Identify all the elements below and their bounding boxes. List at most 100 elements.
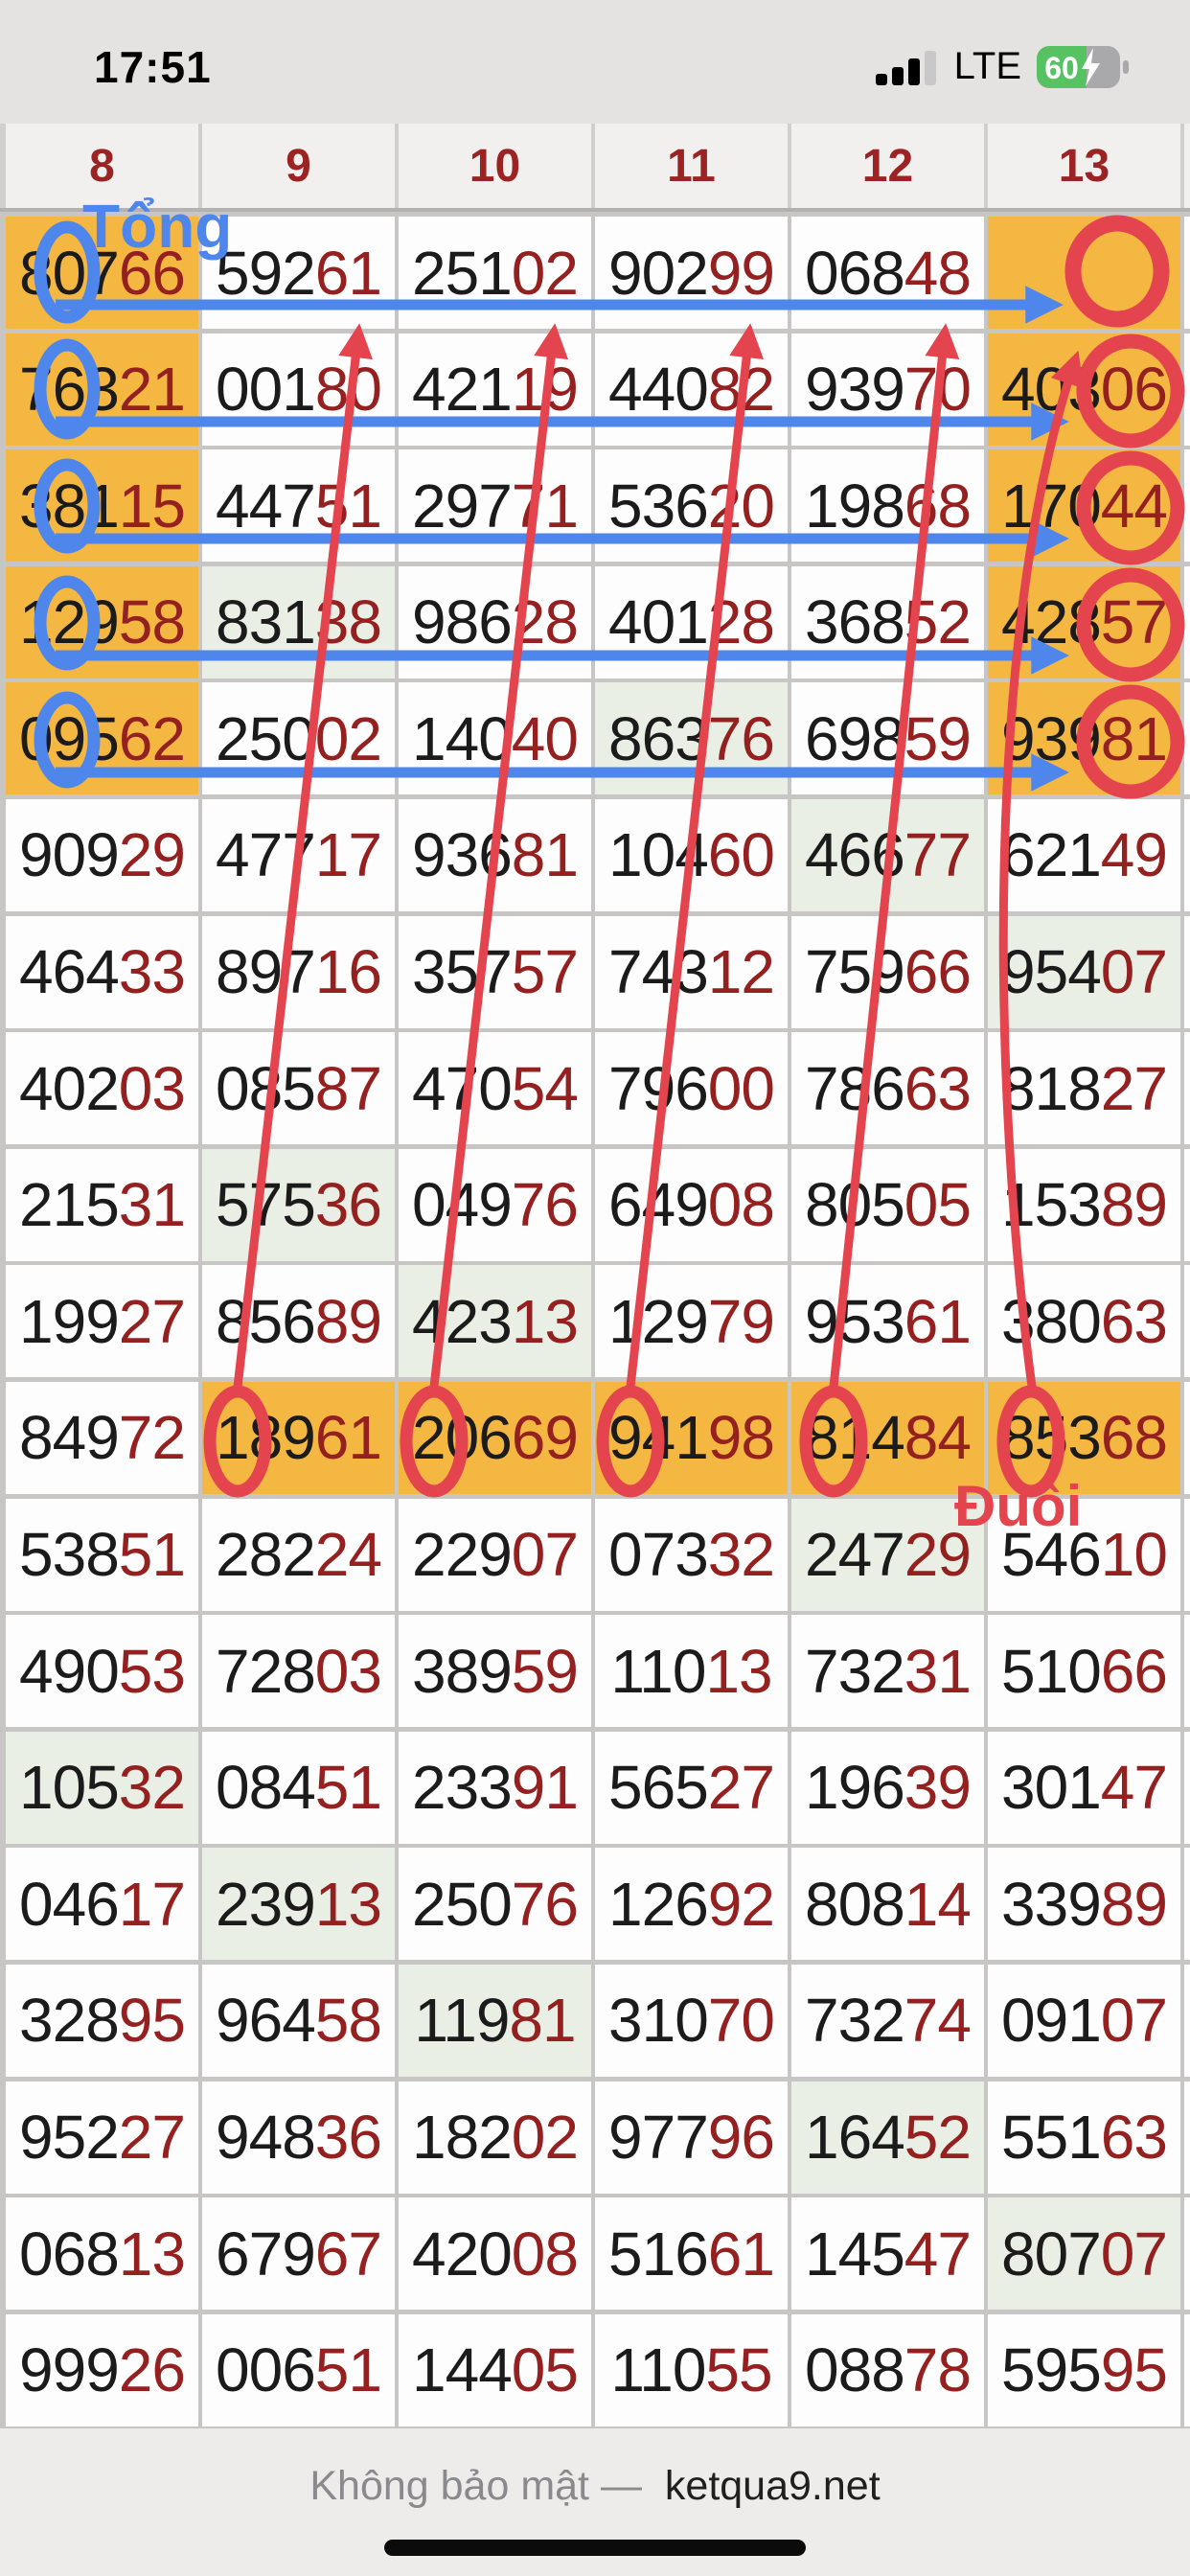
- result-cell-r6-c13: 621 49: [988, 798, 1180, 911]
- result-cell-r10-c8: 199 27: [6, 1265, 198, 1378]
- result-cell-r4-c12: 368 52: [791, 565, 984, 678]
- result-cell-r14-c13: 301 47: [988, 1731, 1180, 1844]
- row-sliver: [1184, 915, 1190, 1028]
- result-cell-r7-c12: 759 66: [791, 915, 984, 1028]
- result-cell-r13-c13: 510 66: [988, 1615, 1180, 1728]
- result-cell-r19-c13: 595 95: [988, 2313, 1180, 2426]
- result-cell-r14-c11: 565 27: [595, 1731, 788, 1844]
- result-cell-r2-c8: 763 21: [6, 333, 198, 446]
- row-sliver: [1184, 2197, 1190, 2311]
- row-sliver: [1184, 798, 1190, 911]
- result-cell-r5-c11: 863 76: [595, 682, 788, 795]
- result-cell-r19-c11: 110 55: [595, 2313, 788, 2426]
- result-cell-r11-c10: 206 69: [399, 1381, 591, 1494]
- result-cell-r15-c9: 239 13: [202, 1848, 395, 1961]
- row-sliver: [1184, 1964, 1190, 2077]
- result-cell-r19-c8: 999 26: [6, 2313, 198, 2426]
- row-sliver: [1184, 1848, 1190, 1961]
- result-cell-r8-c11: 796 00: [595, 1032, 788, 1145]
- result-cell-r17-c9: 948 36: [202, 2081, 395, 2194]
- result-cell-r2-c11: 440 82: [595, 333, 788, 446]
- address-bar[interactable]: Không bảo mật — ketqua9.net: [0, 2463, 1190, 2510]
- result-cell-r6-c9: 477 17: [202, 798, 395, 911]
- result-cell-r9-c11: 649 08: [595, 1148, 788, 1261]
- results-table: 807 66 592 61 251 02 902 99 068 48 763 21 001 80 421 19…: [0, 212, 1190, 2426]
- result-cell-r16-c10: 119 81: [399, 1964, 591, 2077]
- result-cell-r18-c10: 420 08: [399, 2197, 591, 2311]
- result-cell-r5-c12: 698 59: [791, 682, 984, 795]
- result-cell-r2-c10: 421 19: [399, 333, 591, 446]
- result-cell-r1-c13: [988, 217, 1180, 329]
- result-cell-r8-c12: 786 63: [791, 1032, 984, 1145]
- result-cell-r7-c8: 464 33: [6, 915, 198, 1028]
- result-cell-r10-c13: 380 63: [988, 1265, 1180, 1378]
- result-cell-r1-c12: 068 48: [791, 217, 984, 329]
- column-header-8: 8: [6, 124, 198, 208]
- home-indicator[interactable]: [384, 2540, 806, 2556]
- row-sliver: [1184, 565, 1190, 678]
- result-cell-r2-c9: 001 80: [202, 333, 395, 446]
- result-cell-r14-c12: 196 39: [791, 1731, 984, 1844]
- result-cell-r4-c8: 129 58: [6, 565, 198, 678]
- result-cell-r4-c13: 428 57: [988, 565, 1180, 678]
- result-cell-r17-c11: 977 96: [595, 2081, 788, 2194]
- charging-bolt-icon: [1082, 47, 1100, 86]
- battery-icon: 60: [1037, 45, 1129, 88]
- result-cell-r12-c10: 229 07: [399, 1498, 591, 1611]
- result-cell-r1-c10: 251 02: [399, 217, 591, 329]
- result-cell-r13-c11: 110 13: [595, 1615, 788, 1728]
- column-header-9: 9: [202, 124, 395, 208]
- result-cell-r10-c12: 953 61: [791, 1265, 984, 1378]
- browser-bottom-bar: Không bảo mật — ketqua9.net: [0, 2426, 1190, 2576]
- column-header-12: 12: [791, 124, 984, 208]
- result-cell-r12-c9: 282 24: [202, 1498, 395, 1611]
- result-cell-r17-c10: 182 02: [399, 2081, 591, 2194]
- result-cell-r15-c10: 250 76: [399, 1848, 591, 1961]
- result-cell-r4-c9: 831 38: [202, 565, 395, 678]
- table-header: 8 9 10 11 12 13: [0, 124, 1190, 212]
- status-time: 17:51: [94, 41, 212, 92]
- result-cell-r18-c13: 807 07: [988, 2197, 1180, 2311]
- result-cell-r9-c12: 805 05: [791, 1148, 984, 1261]
- result-cell-r11-c8: 849 72: [6, 1381, 198, 1494]
- result-cell-r4-c10: 986 28: [399, 565, 591, 678]
- result-cell-r16-c13: 091 07: [988, 1964, 1180, 2077]
- result-cell-r15-c13: 339 89: [988, 1848, 1180, 1961]
- result-cell-r5-c9: 250 02: [202, 682, 395, 795]
- result-cell-r12-c13: 546 10: [988, 1498, 1180, 1611]
- row-sliver: [1184, 1032, 1190, 1145]
- result-cell-r2-c12: 939 70: [791, 333, 984, 446]
- result-cell-r19-c9: 006 51: [202, 2313, 395, 2426]
- result-cell-r6-c8: 909 29: [6, 798, 198, 911]
- result-cell-r9-c9: 575 36: [202, 1148, 395, 1261]
- result-cell-r13-c10: 389 59: [399, 1615, 591, 1728]
- row-sliver: [1184, 1381, 1190, 1494]
- row-sliver: [1184, 1498, 1190, 1611]
- result-cell-r8-c9: 085 87: [202, 1032, 395, 1145]
- result-cell-r3-c10: 297 71: [399, 449, 591, 563]
- security-label: Không bảo mật —: [309, 2463, 642, 2509]
- status-right-cluster: LTE 60: [875, 44, 1133, 90]
- result-cell-r18-c9: 679 67: [202, 2197, 395, 2311]
- result-cell-r17-c13: 551 63: [988, 2081, 1180, 2194]
- result-cell-r15-c8: 046 17: [6, 1848, 198, 1961]
- result-cell-r8-c8: 402 03: [6, 1032, 198, 1145]
- result-cell-r11-c13: 853 68: [988, 1381, 1180, 1494]
- result-cell-r14-c10: 233 91: [399, 1731, 591, 1844]
- result-cell-r6-c10: 936 81: [399, 798, 591, 911]
- result-cell-r15-c12: 808 14: [791, 1848, 984, 1961]
- result-cell-r4-c11: 401 28: [595, 565, 788, 678]
- domain-label: ketqua9.net: [664, 2463, 881, 2509]
- row-sliver: [1184, 1148, 1190, 1261]
- result-cell-r11-c9: 189 61: [202, 1381, 395, 1494]
- result-cell-r16-c9: 964 58: [202, 1964, 395, 2077]
- network-type-label: LTE: [953, 45, 1021, 87]
- result-cell-r9-c8: 215 31: [6, 1148, 198, 1261]
- result-cell-r2-c13: 403 06: [988, 333, 1180, 446]
- result-cell-r18-c12: 145 47: [791, 2197, 984, 2311]
- result-cell-r3-c13: 170 44: [988, 449, 1180, 563]
- row-sliver: [1184, 333, 1190, 446]
- result-cell-r10-c10: 423 13: [399, 1265, 591, 1378]
- result-cell-r13-c9: 728 03: [202, 1615, 395, 1728]
